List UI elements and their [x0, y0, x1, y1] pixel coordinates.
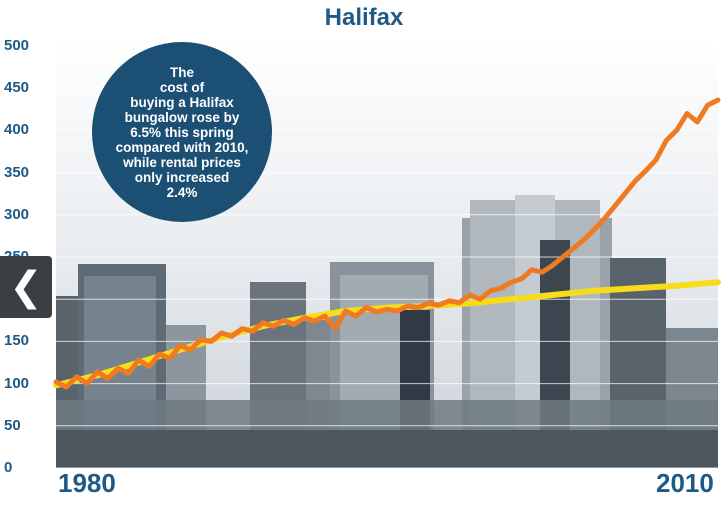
chevron-left-icon: ❮ [9, 265, 43, 309]
annotation-line: 6.5% this spring [130, 124, 234, 140]
y-tick-label: 350 [4, 163, 30, 181]
x-tick-label-end: 2010 [656, 468, 714, 498]
annotation-line: while rental prices [123, 154, 241, 170]
y-tick-label: 50 [4, 416, 21, 434]
annotation-line: compared with 2010, [115, 139, 249, 155]
y-tick-label: 500 [4, 37, 30, 54]
annotation-line: bungalow rose by [124, 109, 240, 125]
y-tick-label: 400 [4, 121, 30, 139]
annotation-line: only increased [134, 169, 230, 185]
annotation-line: 2.4% [166, 184, 198, 200]
y-tick-label: 150 [4, 332, 30, 350]
previous-button[interactable]: ❮ [0, 256, 52, 318]
chart-title: Halifax [324, 4, 404, 31]
annotation-text: The cost of buying a Halifax bungalow rose … [107, 65, 257, 200]
annotation-bubble: The cost of buying a Halifax bungalow rose … [92, 42, 272, 222]
annotation-line: The [169, 64, 194, 80]
y-tick-label: 0 [4, 459, 13, 476]
series-line-buy [53, 97, 721, 390]
x-tick-label-start: 1980 [58, 468, 116, 498]
y-tick-label: 100 [4, 374, 30, 392]
annotation-line: buying a Halifax [130, 94, 234, 110]
annotation-line: cost of [159, 79, 205, 95]
y-tick-label: 450 [4, 79, 30, 97]
y-tick-label: 300 [4, 205, 30, 223]
